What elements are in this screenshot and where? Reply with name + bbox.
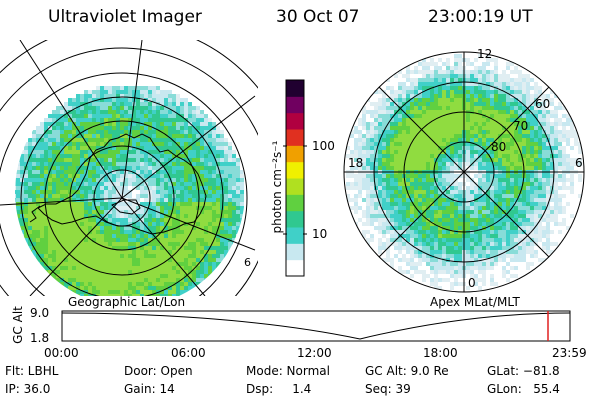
colorbar-swatch — [286, 194, 304, 212]
time-label: 23:00:19 UT — [428, 7, 533, 27]
mlt-label-18: 18 — [348, 156, 364, 170]
altitude-plot-frame — [61, 310, 571, 342]
mlat-label-80: 80 — [491, 140, 507, 154]
colorbar — [285, 79, 305, 277]
status-glon: GLon: 55.4 — [487, 382, 560, 396]
altitude-ytick-high: 9.0 — [30, 306, 50, 320]
colorbar-swatch — [286, 210, 304, 228]
mlt-label-12: 12 — [477, 47, 493, 61]
geographic-map-panel: 6 — [0, 40, 258, 296]
colorbar-tick-100: 100 — [312, 139, 335, 153]
mlt-label-0: 0 — [468, 276, 476, 290]
antarctica-coastline — [29, 133, 207, 235]
altitude-ylabel: GC Alt — [11, 306, 25, 344]
status-gain: Gain: 14 — [124, 382, 175, 396]
colorbar-swatch — [286, 129, 304, 146]
colorbar-swatch — [286, 243, 304, 261]
geographic-grid — [0, 40, 258, 296]
altitude-xtick-0000: 00:00 — [44, 346, 79, 360]
status-ip: IP: 36.0 — [5, 382, 51, 396]
status-door: Door: Open — [124, 364, 193, 378]
left-aurora-image — [15, 86, 244, 296]
apex-grid — [343, 51, 585, 293]
altitude-xtick-1200: 12:00 — [297, 346, 332, 360]
colorbar-tick-10: 10 — [312, 227, 328, 241]
mlat-label-70: 70 — [513, 119, 529, 133]
left-panel-caption: Geographic Lat/Lon — [68, 295, 186, 309]
mlt-label-6: 6 — [575, 156, 583, 170]
colorbar-swatch — [286, 178, 304, 195]
status-seq: Seq: 39 — [365, 382, 411, 396]
right-panel-caption: Apex MLat/MLT — [430, 295, 520, 309]
apex-map-panel — [343, 51, 585, 293]
colorbar-frame — [285, 79, 305, 277]
instrument-title: Ultraviolet Imager — [48, 7, 202, 27]
altitude-plot — [61, 310, 571, 342]
colorbar-swatch — [286, 96, 304, 114]
altitude-xtick-1800: 18:00 — [423, 346, 458, 360]
colorbar-swatch — [286, 259, 304, 277]
status-dsp: Dsp: 1.4 — [246, 382, 312, 396]
left-panel-edge-label: 6 — [244, 256, 251, 269]
status-glat: GLat: −81.8 — [487, 364, 560, 378]
status-filter: Flt: LBHL — [5, 364, 59, 378]
status-mode: Mode: Normal — [246, 364, 330, 378]
altitude-xtick-0600: 06:00 — [171, 346, 206, 360]
mlat-label-60: 60 — [535, 97, 551, 111]
altitude-xtick-2359: 23:59 — [552, 346, 587, 360]
colorbar-swatch — [286, 227, 304, 244]
altitude-ytick-low: 1.8 — [30, 331, 50, 345]
colorbar-swatch — [286, 80, 304, 97]
colorbar-swatch — [286, 161, 304, 179]
colorbar-unit-label: photon cm⁻²s⁻¹ — [270, 140, 284, 234]
colorbar-swatch — [286, 145, 304, 163]
status-gc-alt: GC Alt: 9.0 Re — [365, 364, 449, 378]
date-label: 30 Oct 07 — [276, 7, 360, 27]
altitude-curve — [61, 312, 571, 340]
right-aurora-image — [346, 54, 582, 290]
colorbar-swatch — [286, 112, 304, 130]
colorbar-ticks — [283, 145, 307, 235]
